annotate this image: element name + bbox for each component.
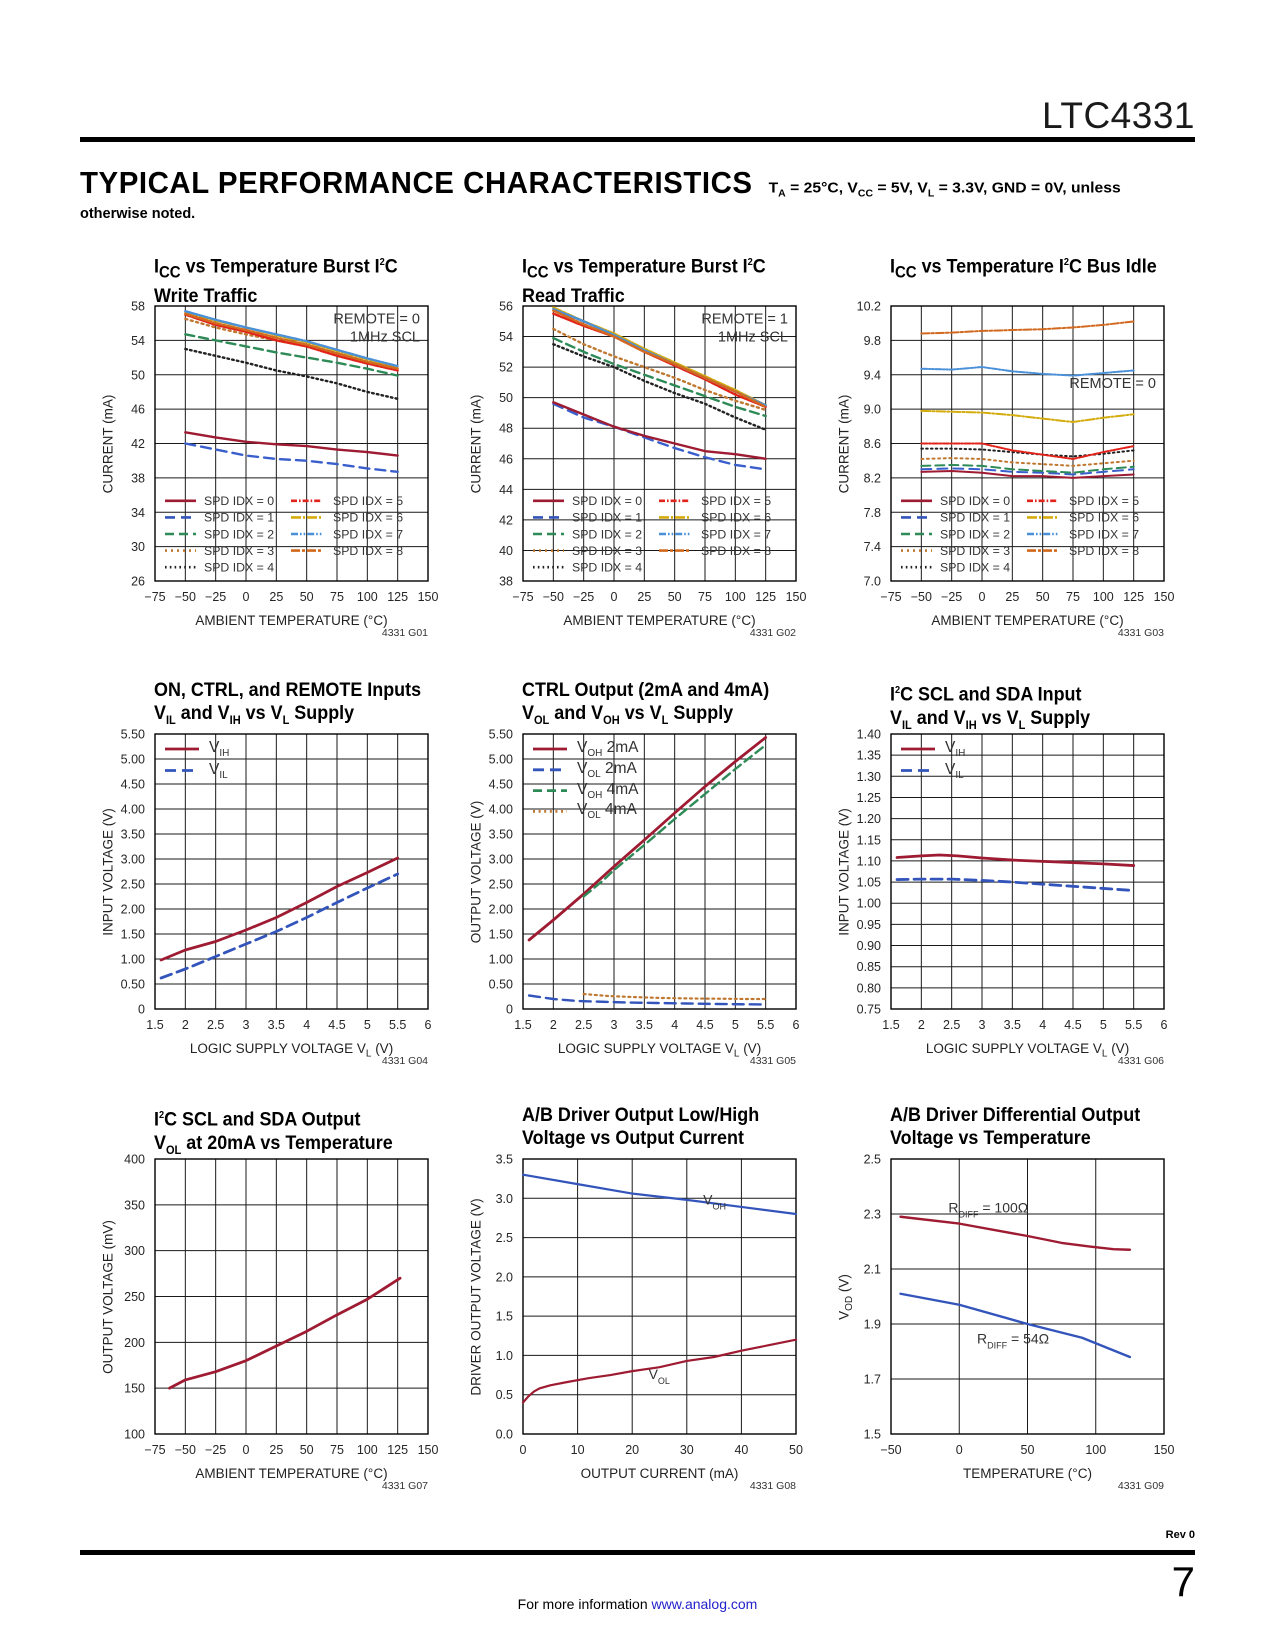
svg-text:50: 50 [1021, 1443, 1035, 1457]
svg-text:2.5: 2.5 [864, 1153, 881, 1167]
svg-text:1.7: 1.7 [864, 1373, 881, 1387]
svg-text:−50: −50 [880, 1443, 901, 1457]
svg-text:100: 100 [1085, 1443, 1106, 1457]
svg-text:0: 0 [956, 1443, 963, 1457]
svg-text:1.9: 1.9 [864, 1318, 881, 1332]
svg-text:1.5: 1.5 [864, 1428, 881, 1442]
svg-text:RDIFF = 54Ω: RDIFF = 54Ω [977, 1330, 1049, 1350]
svg-text:RDIFF = 100Ω: RDIFF = 100Ω [948, 1200, 1028, 1220]
svg-text:150: 150 [1154, 1443, 1175, 1457]
svg-text:2.3: 2.3 [864, 1208, 881, 1222]
svg-text:2.1: 2.1 [864, 1263, 881, 1277]
